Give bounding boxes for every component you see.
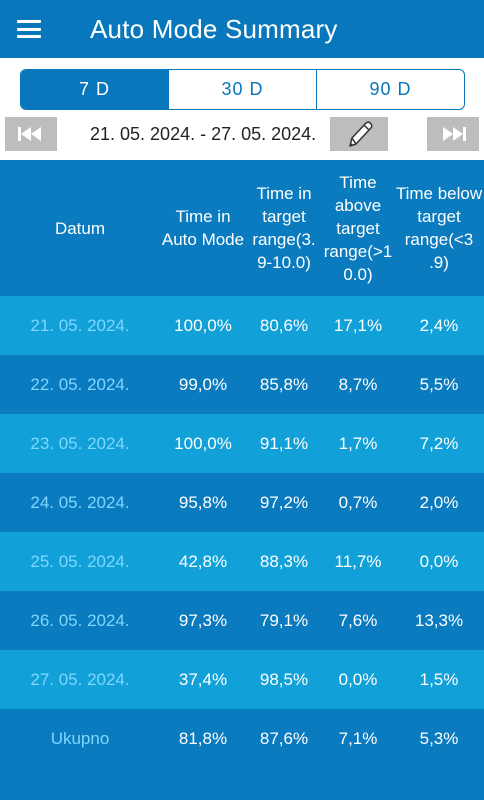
- header-time-below-range: Time below target range(<3 .9): [395, 184, 483, 272]
- summary-table: Datum Time in Auto Mode Time in target r…: [0, 160, 484, 768]
- total-auto: 81,8%: [178, 729, 228, 748]
- row-date: 25. 05. 2024.: [30, 552, 130, 571]
- tab-7-days[interactable]: 7 D: [21, 70, 168, 109]
- table-row: 25. 05. 2024. 42,8% 88,3% 11,7% 0,0%: [0, 532, 484, 591]
- row-above: 11,7%: [334, 552, 382, 571]
- row-date: 21. 05. 2024.: [30, 316, 130, 335]
- total-in-range: 87,6%: [259, 729, 309, 748]
- header-time-auto-mode: Time in Auto Mode: [161, 207, 245, 249]
- menu-button[interactable]: [0, 0, 64, 58]
- row-auto: 99,0%: [178, 375, 228, 394]
- row-below: 13,3%: [414, 611, 464, 630]
- header-time-above-range: Time above target range(>1 0.0): [323, 172, 393, 284]
- row-above: 17,1%: [333, 316, 383, 335]
- row-in-range: 85,8%: [259, 375, 309, 394]
- row-below: 2,0%: [419, 493, 459, 512]
- header-datum: Datum: [54, 218, 106, 238]
- total-below: 5,3%: [419, 729, 459, 748]
- first-period-button[interactable]: [5, 117, 57, 151]
- row-above: 8,7%: [338, 375, 378, 394]
- hamburger-menu-icon: [17, 20, 41, 38]
- row-date: 24. 05. 2024.: [30, 493, 130, 512]
- row-below: 1,5%: [419, 670, 459, 689]
- row-in-range: 79,1%: [259, 611, 309, 630]
- row-in-range: 98,5%: [259, 670, 309, 689]
- total-label: Ukupno: [50, 729, 110, 748]
- table-row: 26. 05. 2024. 97,3% 79,1% 7,6% 13,3%: [0, 591, 484, 650]
- row-below: 2,4%: [419, 316, 459, 335]
- row-in-range: 97,2%: [259, 493, 309, 512]
- table-row: 23. 05. 2024. 100,0% 91,1% 1,7% 7,2%: [0, 414, 484, 473]
- pencil-icon: [349, 121, 373, 147]
- row-in-range: 91,1%: [259, 434, 309, 453]
- row-above: 1,7%: [338, 434, 378, 453]
- row-in-range: 88,3%: [259, 552, 309, 571]
- row-above: 0,7%: [338, 493, 378, 512]
- row-auto: 100,0%: [174, 316, 232, 335]
- skip-first-icon: [18, 127, 41, 141]
- row-auto: 100,0%: [174, 434, 232, 453]
- row-auto: 95,8%: [178, 493, 228, 512]
- row-date: 27. 05. 2024.: [30, 670, 130, 689]
- row-date: 23. 05. 2024.: [30, 434, 130, 453]
- table-total-row: Ukupno 81,8% 87,6% 7,1% 5,3%: [0, 709, 484, 768]
- row-date: 22. 05. 2024.: [30, 375, 130, 394]
- row-auto: 42,8%: [178, 552, 228, 571]
- table-row: 21. 05. 2024. 100,0% 80,6% 17,1% 2,4%: [0, 296, 484, 355]
- skip-last-icon: [443, 127, 466, 141]
- page-title: Auto Mode Summary: [90, 13, 338, 44]
- row-in-range: 80,6%: [259, 316, 309, 335]
- row-auto: 37,4%: [178, 670, 228, 689]
- row-auto: 97,3%: [178, 611, 228, 630]
- header-time-in-range: Time in target range(3. 9-10.0): [252, 184, 316, 272]
- table-header: Datum Time in Auto Mode Time in target r…: [0, 160, 484, 296]
- table-row: 22. 05. 2024. 99,0% 85,8% 8,7% 5,5%: [0, 355, 484, 414]
- date-range-label: 21. 05. 2024. - 27. 05. 2024.: [90, 124, 317, 144]
- row-below: 7,2%: [419, 434, 459, 453]
- row-below: 0,0%: [419, 552, 459, 571]
- app-bar: Auto Mode Summary: [0, 0, 484, 58]
- tab-90-days[interactable]: 90 D: [316, 70, 464, 109]
- table-row: 24. 05. 2024. 95,8% 97,2% 0,7% 2,0%: [0, 473, 484, 532]
- row-above: 0,0%: [338, 670, 378, 689]
- row-below: 5,5%: [419, 375, 459, 394]
- date-navigation: 21. 05. 2024. - 27. 05. 2024.: [0, 116, 484, 160]
- total-above: 7,1%: [338, 729, 378, 748]
- controls-panel: 7 D 30 D 90 D 21. 05. 2024. - 27. 05. 20…: [0, 58, 484, 160]
- tab-30-days[interactable]: 30 D: [168, 70, 316, 109]
- row-above: 7,6%: [338, 611, 378, 630]
- period-tabs: 7 D 30 D 90 D: [20, 69, 465, 110]
- edit-date-button[interactable]: [330, 117, 388, 151]
- last-period-button[interactable]: [427, 117, 479, 151]
- table-row: 27. 05. 2024. 37,4% 98,5% 0,0% 1,5%: [0, 650, 484, 709]
- row-date: 26. 05. 2024.: [30, 611, 130, 630]
